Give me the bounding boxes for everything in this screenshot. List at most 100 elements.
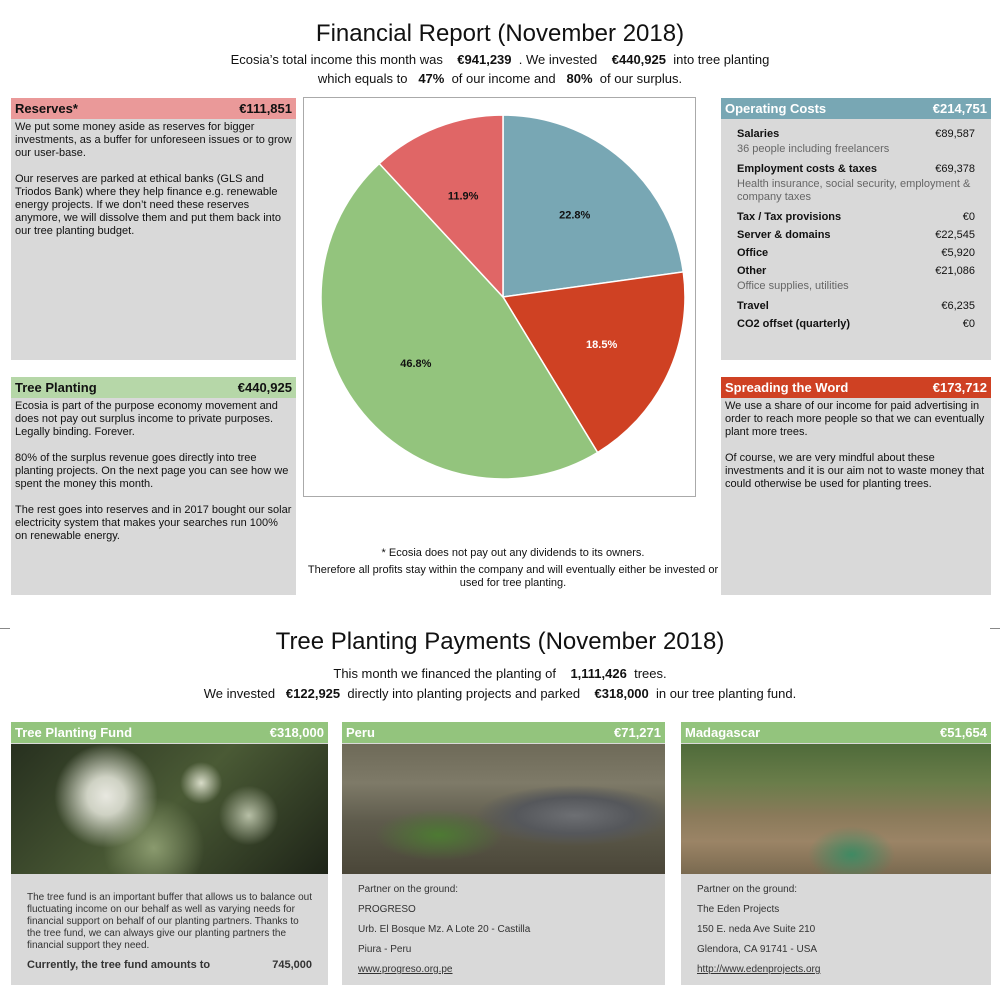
operating-cost-value: €21,086: [935, 265, 975, 277]
payments-title: Tree Planting Payments (November 2018): [275, 628, 725, 655]
reserves-paragraph: Our reserves are parked at ethical banks…: [15, 173, 281, 237]
spreading-title: Spreading the Word: [725, 380, 849, 395]
operating-costs-amount: €214,751: [932, 101, 987, 116]
reserves-amount: €111,851: [239, 101, 292, 116]
text: Ecosia’s total income this month was: [230, 52, 443, 67]
partner-link[interactable]: www.progreso.org.pe: [358, 964, 453, 975]
fund-card-header: Tree Planting Fund €318,000: [11, 722, 328, 743]
footnote-line: * Ecosia does not pay out any dividends …: [381, 547, 645, 559]
tree-planting-title: Tree Planting: [15, 380, 97, 395]
footnote: * Ecosia does not pay out any dividends …: [303, 547, 723, 590]
tree-planting-paragraph: 80% of the surplus revenue goes directly…: [15, 452, 289, 490]
fund-total-value: 745,000: [272, 959, 312, 971]
fund-amount: €318,000: [594, 686, 649, 701]
partner-address: Piura - Peru: [358, 944, 412, 955]
invested-amount: €440,925: [611, 52, 666, 67]
partner-address: Urb. El Bosque Mz. A Lote 20 - Castilla: [358, 924, 531, 935]
operating-cost-row: Tax / Tax provisions €0: [721, 208, 991, 226]
partner-label: Partner on the ground:: [358, 884, 459, 895]
text: in our tree planting fund.: [656, 686, 797, 701]
partner-address: 150 E. neda Ave Suite 210: [697, 924, 816, 935]
pie-slice-label: 22.8%: [559, 210, 590, 222]
operating-cost-row: Employment costs & taxes €69,378: [721, 160, 991, 178]
tree-planting-header: Tree Planting €440,925: [11, 377, 296, 398]
madagascar-card-amount: €51,654: [940, 725, 987, 740]
report-title: Financial Report (November 2018): [315, 20, 685, 47]
operating-cost-row: Office €5,920: [721, 244, 991, 262]
pie-slice: [501, 271, 686, 454]
fund-total-label: Currently, the tree fund amounts to: [27, 959, 211, 971]
pct-surplus: 80%: [566, 71, 593, 86]
partner-name: PROGRESO: [358, 904, 416, 915]
operating-cost-row: Travel €6,235: [721, 297, 991, 315]
dandelion-photo: [11, 744, 328, 874]
text: . We invested: [518, 52, 598, 67]
text: We invested: [203, 686, 276, 701]
partner-name: The Eden Projects: [697, 904, 780, 915]
operating-costs-header: Operating Costs €214,751: [721, 98, 991, 119]
peru-card-header: Peru €71,271: [342, 722, 665, 743]
total-income: €941,239: [457, 52, 512, 67]
partner-address: Glendora, CA 91741 - USA: [697, 944, 818, 955]
reserves-title: Reserves*: [15, 101, 78, 116]
madagascar-partner: Partner on the ground: The Eden Projects…: [697, 884, 975, 976]
text: This month we financed the planting of: [333, 666, 556, 681]
reserves-box: Reserves* €111,851 We put some money asi…: [11, 98, 296, 360]
tree-planting-box: Tree Planting €440,925 Ecosia is part of…: [11, 377, 296, 595]
tree-planting-amount: €440,925: [237, 380, 292, 395]
income-pie-chart: 22.8% 18.5% 46.8% 11.9%: [320, 114, 686, 480]
operating-cost-label: Office: [737, 247, 769, 259]
fund-total: Currently, the tree fund amounts to 745,…: [27, 959, 312, 971]
operating-cost-label: Server & domains: [737, 229, 831, 241]
spreading-amount: €173,712: [932, 380, 987, 395]
operating-cost-label: Salaries: [737, 128, 780, 140]
peru-planting-photo: [342, 744, 665, 874]
operating-cost-row: Server & domains €22,545: [721, 226, 991, 244]
report-summary-line-2: which equals to 47% of our income and 80…: [0, 71, 1000, 86]
madagascar-card: Madagascar €51,654 Partner on the ground…: [681, 722, 991, 985]
operating-cost-label: CO2 offset (quarterly): [737, 318, 851, 330]
operating-cost-label: Travel: [737, 300, 769, 312]
operating-cost-value: €0: [962, 318, 975, 330]
text: of our income and: [451, 71, 556, 86]
fund-card-amount: €318,000: [269, 725, 324, 740]
operating-cost-value: €69,378: [935, 163, 975, 175]
fund-card-title: Tree Planting Fund: [15, 725, 133, 740]
operating-cost-value: €5,920: [941, 247, 975, 259]
peru-card: Peru €71,271 Partner on the ground: PROG…: [342, 722, 665, 985]
spreading-paragraph: Of course, we are very mindful about the…: [725, 452, 985, 490]
fund-card-text: The tree fund is an important buffer tha…: [27, 892, 312, 951]
trees-count: 1,111,426: [570, 666, 627, 681]
spreading-body: We use a share of our income for paid ad…: [721, 398, 991, 506]
report-summary-line-1: Ecosia’s total income this month was €94…: [0, 52, 1000, 67]
pie-slice-label: 46.8%: [400, 358, 431, 370]
pie-slice-label: 18.5%: [586, 339, 617, 351]
operating-costs-list: Salaries €89,587 36 people including freel…: [721, 119, 991, 333]
tree-planting-body: Ecosia is part of the purpose economy mo…: [11, 398, 296, 558]
spreading-box: Spreading the Word €173,712 We use a sha…: [721, 377, 991, 595]
operating-cost-label: Other: [737, 265, 767, 277]
pie-slice-label: 11.9%: [448, 190, 479, 202]
reserves-body: We put some money aside as reserves for …: [11, 119, 296, 253]
peru-partner: Partner on the ground: PROGRESO Urb. El …: [358, 884, 649, 976]
direct-investment: €122,925: [285, 686, 341, 701]
madagascar-card-header: Madagascar €51,654: [681, 722, 991, 743]
operating-cost-label: Employment costs & taxes: [737, 163, 877, 175]
tree-planting-paragraph: Ecosia is part of the purpose economy mo…: [15, 400, 278, 438]
operating-cost-row: Other €21,086: [721, 262, 991, 280]
reserves-paragraph: We put some money aside as reserves for …: [15, 121, 292, 159]
separator-mark: [990, 628, 1000, 629]
payments-line-2: We invested €122,925 directly into plant…: [0, 686, 1000, 701]
spreading-header: Spreading the Word €173,712: [721, 377, 991, 398]
text: directly into planting projects and park…: [347, 686, 581, 701]
madagascar-card-title: Madagascar: [685, 725, 761, 740]
madagascar-boat-photo: [681, 744, 991, 874]
operating-costs-box: Operating Costs €214,751 Salaries €89,587…: [721, 98, 991, 360]
operating-cost-value: €0: [962, 211, 975, 223]
pie-slice: [502, 114, 685, 298]
partner-label: Partner on the ground:: [697, 884, 798, 895]
spreading-paragraph: We use a share of our income for paid ad…: [725, 400, 985, 438]
partner-link[interactable]: http://www.edenprojects.org: [697, 964, 821, 975]
pct-income: 47%: [418, 71, 445, 86]
operating-cost-note: Health insurance, social security, emplo…: [737, 178, 971, 203]
